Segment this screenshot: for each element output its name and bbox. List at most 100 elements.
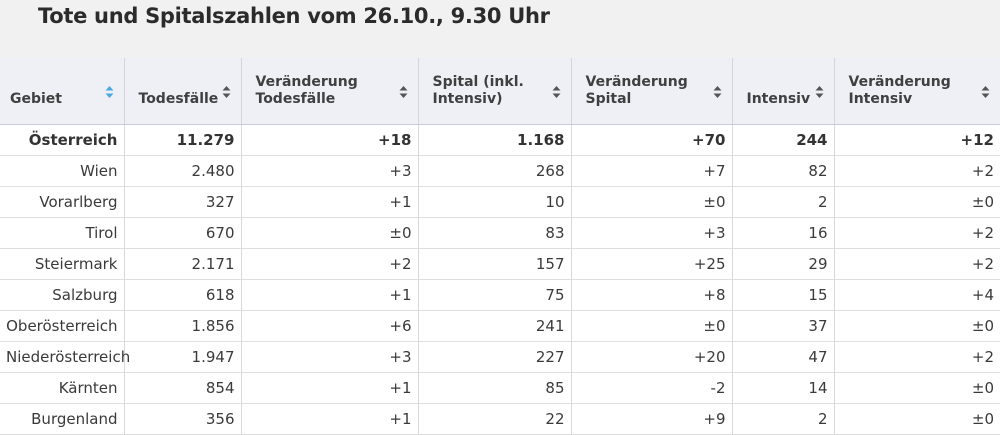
cell-intensiv: 2 bbox=[732, 403, 835, 435]
cell-veraenderung-todesfaelle: +2 bbox=[241, 248, 419, 280]
cell-gebiet: Österreich bbox=[0, 124, 125, 156]
cell-todesfaelle: 1.856 bbox=[124, 310, 242, 342]
cell-veraenderung-todesfaelle: +1 bbox=[241, 403, 419, 435]
cell-intensiv: 82 bbox=[732, 155, 835, 187]
cell-gebiet: Tirol bbox=[0, 217, 125, 249]
table-row: Kärnten 854 +1 85 -2 14 ±0 bbox=[0, 372, 1000, 404]
page-title: Tote und Spitalszahlen vom 26.10., 9.30 … bbox=[38, 4, 550, 28]
cell-veraenderung-todesfaelle: +3 bbox=[241, 341, 419, 373]
column-header-label: Spital (inkl. Intensiv) bbox=[432, 73, 524, 107]
column-header-label: Todesfälle bbox=[138, 90, 219, 107]
table-row: Steiermark 2.171 +2 157 +25 29 +2 bbox=[0, 248, 1000, 280]
sort-icon[interactable] bbox=[815, 85, 824, 99]
column-header-todesfaelle[interactable]: Todesfälle bbox=[124, 58, 242, 125]
cell-gebiet: Steiermark bbox=[0, 248, 125, 280]
cell-veraenderung-spital: +8 bbox=[571, 279, 733, 311]
cell-gebiet: Burgenland bbox=[0, 403, 125, 435]
cell-veraenderung-intensiv: +2 bbox=[834, 248, 1000, 280]
cell-veraenderung-spital: +9 bbox=[571, 403, 733, 435]
cell-spital: 75 bbox=[418, 279, 572, 311]
cell-todesfaelle: 11.279 bbox=[124, 124, 242, 156]
cell-gebiet: Vorarlberg bbox=[0, 186, 125, 218]
sort-icon[interactable] bbox=[552, 85, 561, 99]
cell-gebiet: Salzburg bbox=[0, 279, 125, 311]
column-header-gebiet[interactable]: Gebiet bbox=[0, 58, 125, 125]
cell-todesfaelle: 2.171 bbox=[124, 248, 242, 280]
cell-intensiv: 2 bbox=[732, 186, 835, 218]
title-band bbox=[0, 0, 1000, 58]
cell-intensiv: 15 bbox=[732, 279, 835, 311]
sort-icon[interactable] bbox=[981, 85, 990, 99]
table-row: Burgenland 356 +1 22 +9 2 ±0 bbox=[0, 403, 1000, 435]
cell-veraenderung-todesfaelle: +1 bbox=[241, 186, 419, 218]
cell-spital: 83 bbox=[418, 217, 572, 249]
cell-veraenderung-intensiv: +2 bbox=[834, 155, 1000, 187]
cell-veraenderung-todesfaelle: +3 bbox=[241, 155, 419, 187]
data-table: Gebiet Todesfälle Veränderung Todesfälle bbox=[0, 58, 1000, 435]
cell-veraenderung-spital: +20 bbox=[571, 341, 733, 373]
table-row: Wien 2.480 +3 268 +7 82 +2 bbox=[0, 155, 1000, 187]
cell-veraenderung-intensiv: ±0 bbox=[834, 403, 1000, 435]
table-header-row: Gebiet Todesfälle Veränderung Todesfälle bbox=[0, 58, 1000, 125]
cell-veraenderung-intensiv: +2 bbox=[834, 217, 1000, 249]
table-row: Tirol 670 ±0 83 +3 16 +2 bbox=[0, 217, 1000, 249]
cell-spital: 1.168 bbox=[418, 124, 572, 156]
cell-intensiv: 29 bbox=[732, 248, 835, 280]
column-header-label: Veränderung Intensiv bbox=[848, 73, 951, 107]
cell-todesfaelle: 327 bbox=[124, 186, 242, 218]
cell-veraenderung-intensiv: ±0 bbox=[834, 372, 1000, 404]
cell-todesfaelle: 356 bbox=[124, 403, 242, 435]
cell-veraenderung-intensiv: ±0 bbox=[834, 310, 1000, 342]
cell-intensiv: 14 bbox=[732, 372, 835, 404]
cell-todesfaelle: 1.947 bbox=[124, 341, 242, 373]
cell-gebiet: Niederösterreich bbox=[0, 341, 130, 373]
cell-veraenderung-intensiv: ±0 bbox=[834, 186, 1000, 218]
cell-veraenderung-todesfaelle: +1 bbox=[241, 279, 419, 311]
cell-intensiv: 47 bbox=[732, 341, 835, 373]
cell-veraenderung-spital: +7 bbox=[571, 155, 733, 187]
cell-intensiv: 244 bbox=[732, 124, 835, 156]
cell-veraenderung-todesfaelle: +1 bbox=[241, 372, 419, 404]
column-header-label: Veränderung Spital bbox=[585, 73, 688, 107]
cell-todesfaelle: 854 bbox=[124, 372, 242, 404]
cell-gebiet: Wien bbox=[0, 155, 125, 187]
table-row-total: Österreich 11.279 +18 1.168 +70 244 +12 bbox=[0, 124, 1000, 156]
table-row: Vorarlberg 327 +1 10 ±0 2 ±0 bbox=[0, 186, 1000, 218]
cell-todesfaelle: 2.480 bbox=[124, 155, 242, 187]
sort-icon[interactable] bbox=[713, 85, 722, 99]
cell-todesfaelle: 618 bbox=[124, 279, 242, 311]
sort-icon[interactable] bbox=[222, 85, 231, 99]
cell-veraenderung-spital: +70 bbox=[571, 124, 733, 156]
column-header-intensiv[interactable]: Intensiv bbox=[732, 58, 835, 125]
table-row: Oberösterreich 1.856 +6 241 ±0 37 ±0 bbox=[0, 310, 1000, 342]
cell-veraenderung-todesfaelle: +18 bbox=[241, 124, 419, 156]
cell-intensiv: 37 bbox=[732, 310, 835, 342]
cell-spital: 10 bbox=[418, 186, 572, 218]
cell-veraenderung-intensiv: +4 bbox=[834, 279, 1000, 311]
cell-veraenderung-todesfaelle: +6 bbox=[241, 310, 419, 342]
cell-spital: 157 bbox=[418, 248, 572, 280]
cell-veraenderung-spital: ±0 bbox=[571, 310, 733, 342]
cell-gebiet: Oberösterreich bbox=[0, 310, 125, 342]
column-header-veraenderung-todesfaelle[interactable]: Veränderung Todesfälle bbox=[241, 58, 419, 125]
sort-active-icon[interactable] bbox=[105, 85, 114, 99]
column-header-veraenderung-spital[interactable]: Veränderung Spital bbox=[571, 58, 733, 125]
column-header-label: Veränderung Todesfälle bbox=[255, 73, 358, 107]
table-row: Salzburg 618 +1 75 +8 15 +4 bbox=[0, 279, 1000, 311]
cell-intensiv: 16 bbox=[732, 217, 835, 249]
column-header-spital[interactable]: Spital (inkl. Intensiv) bbox=[418, 58, 572, 125]
cell-spital: 227 bbox=[418, 341, 572, 373]
cell-veraenderung-intensiv: +2 bbox=[834, 341, 1000, 373]
cell-spital: 22 bbox=[418, 403, 572, 435]
sort-icon[interactable] bbox=[399, 85, 408, 99]
cell-veraenderung-spital: ±0 bbox=[571, 186, 733, 218]
cell-veraenderung-todesfaelle: ±0 bbox=[241, 217, 419, 249]
cell-spital: 85 bbox=[418, 372, 572, 404]
cell-veraenderung-spital: +25 bbox=[571, 248, 733, 280]
table-row: Niederösterreich 1.947 +3 227 +20 47 +2 bbox=[0, 341, 1000, 373]
column-header-veraenderung-intensiv[interactable]: Veränderung Intensiv bbox=[834, 58, 1000, 125]
cell-veraenderung-spital: +3 bbox=[571, 217, 733, 249]
cell-spital: 241 bbox=[418, 310, 572, 342]
cell-todesfaelle: 670 bbox=[124, 217, 242, 249]
cell-gebiet: Kärnten bbox=[0, 372, 125, 404]
